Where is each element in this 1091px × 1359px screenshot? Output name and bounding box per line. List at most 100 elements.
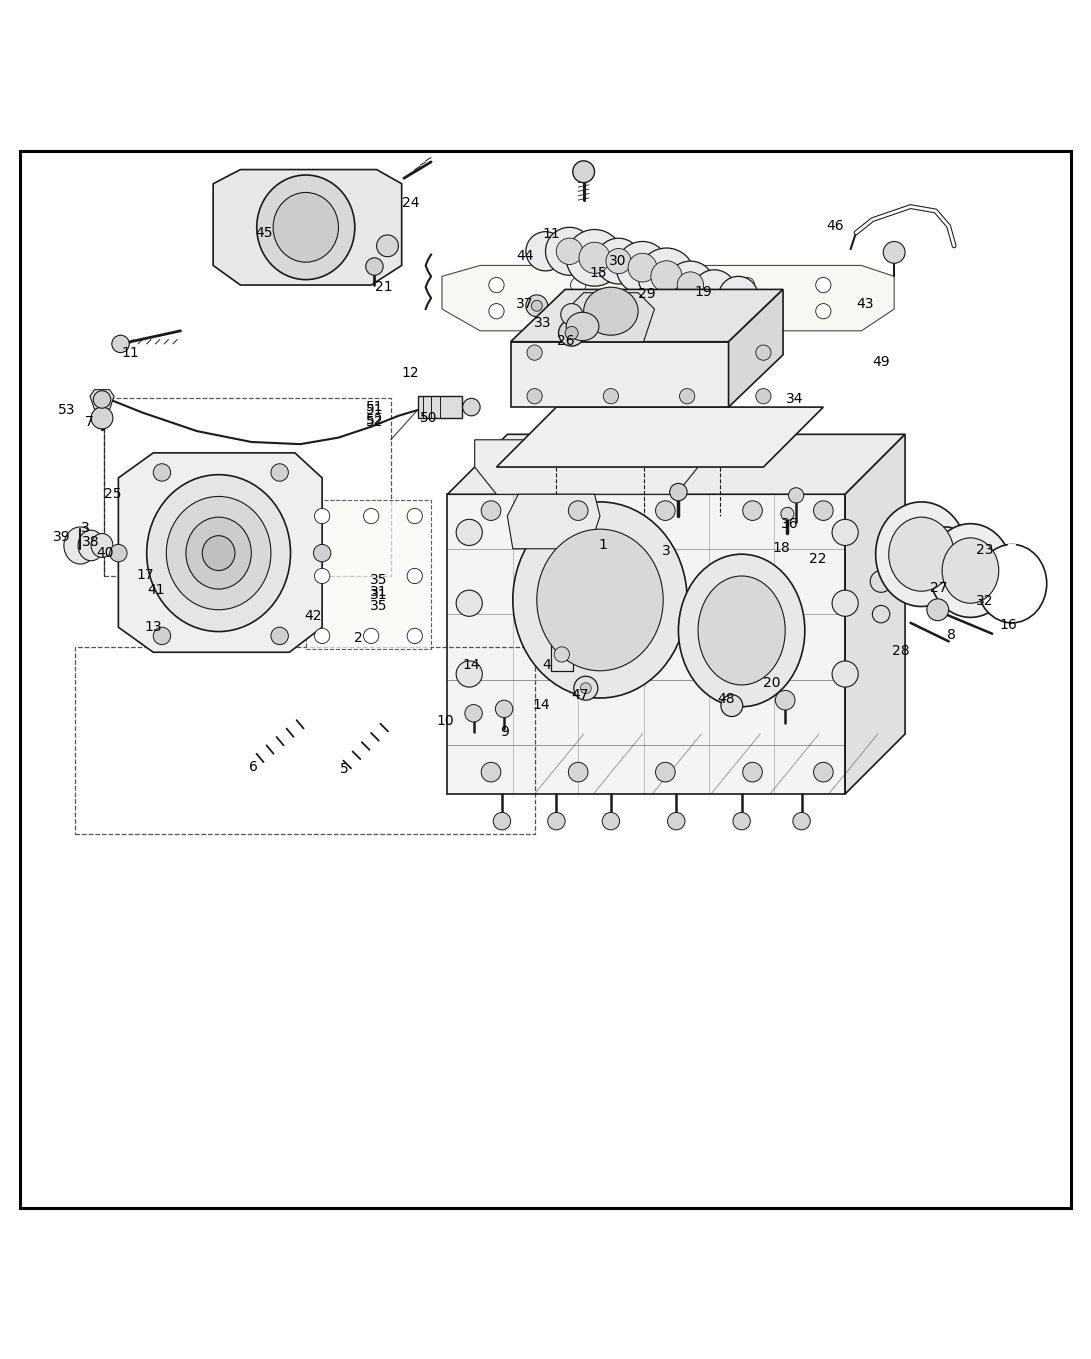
Circle shape	[628, 253, 657, 283]
Polygon shape	[846, 435, 906, 794]
Text: 26: 26	[558, 333, 575, 348]
Text: 44: 44	[516, 249, 533, 262]
Circle shape	[456, 660, 482, 688]
Text: 31: 31	[370, 587, 387, 602]
Ellipse shape	[79, 530, 105, 561]
Ellipse shape	[166, 496, 271, 610]
Text: 33: 33	[533, 317, 551, 330]
Circle shape	[489, 277, 504, 292]
Text: 45: 45	[255, 226, 273, 239]
Text: 1: 1	[599, 538, 608, 553]
Circle shape	[493, 813, 511, 830]
Text: 9: 9	[500, 724, 508, 739]
Circle shape	[832, 660, 859, 688]
Polygon shape	[729, 289, 783, 408]
Text: 22: 22	[810, 552, 827, 565]
Bar	[551, 639, 573, 671]
Text: 52: 52	[365, 416, 383, 429]
Text: 39: 39	[52, 530, 71, 544]
Circle shape	[680, 389, 695, 404]
Text: 42: 42	[304, 609, 322, 624]
Circle shape	[574, 677, 598, 700]
Ellipse shape	[537, 529, 663, 671]
Text: 51: 51	[365, 404, 383, 417]
Ellipse shape	[973, 553, 1011, 601]
Text: 31: 31	[370, 586, 387, 599]
Text: 41: 41	[147, 583, 166, 597]
Circle shape	[92, 408, 113, 429]
Ellipse shape	[202, 535, 235, 571]
Text: 20: 20	[764, 675, 781, 690]
Circle shape	[531, 300, 542, 311]
Ellipse shape	[146, 474, 290, 632]
Circle shape	[271, 628, 288, 644]
Circle shape	[743, 762, 763, 781]
Circle shape	[110, 545, 127, 561]
Ellipse shape	[679, 554, 805, 707]
Circle shape	[407, 568, 422, 583]
Text: 10: 10	[436, 713, 454, 728]
Ellipse shape	[185, 518, 251, 588]
Ellipse shape	[976, 545, 1046, 622]
Circle shape	[456, 519, 482, 545]
Text: 24: 24	[401, 196, 419, 211]
Text: 38: 38	[82, 535, 100, 549]
Circle shape	[568, 501, 588, 520]
Circle shape	[463, 398, 480, 416]
Circle shape	[656, 501, 675, 520]
Circle shape	[465, 704, 482, 722]
Text: 14: 14	[532, 697, 550, 712]
Circle shape	[548, 813, 565, 830]
Circle shape	[571, 303, 586, 319]
Circle shape	[719, 276, 758, 315]
Text: 3: 3	[662, 544, 671, 559]
Text: 18: 18	[772, 541, 790, 554]
Circle shape	[565, 326, 578, 340]
Text: 43: 43	[856, 296, 874, 311]
Circle shape	[94, 391, 111, 408]
Circle shape	[814, 762, 834, 781]
Circle shape	[314, 628, 329, 644]
Ellipse shape	[930, 523, 1011, 617]
Circle shape	[363, 508, 379, 523]
Circle shape	[616, 242, 669, 294]
Circle shape	[740, 303, 755, 319]
Polygon shape	[567, 292, 655, 341]
Circle shape	[816, 303, 831, 319]
Circle shape	[667, 261, 715, 308]
Text: 47: 47	[572, 688, 589, 701]
Polygon shape	[511, 289, 783, 341]
Ellipse shape	[943, 538, 998, 603]
Text: 32: 32	[975, 594, 994, 607]
Circle shape	[314, 568, 329, 583]
Polygon shape	[447, 435, 906, 495]
Text: 4: 4	[542, 658, 551, 673]
Circle shape	[556, 238, 583, 265]
Circle shape	[580, 682, 591, 693]
Circle shape	[721, 694, 743, 716]
Polygon shape	[442, 265, 895, 330]
Circle shape	[927, 599, 949, 621]
Circle shape	[313, 545, 331, 561]
Ellipse shape	[889, 518, 955, 591]
Circle shape	[568, 762, 588, 781]
Circle shape	[546, 227, 594, 276]
Circle shape	[153, 628, 170, 644]
Circle shape	[789, 488, 804, 503]
Circle shape	[526, 231, 565, 270]
Circle shape	[832, 519, 859, 545]
Text: 12: 12	[401, 367, 419, 381]
Circle shape	[793, 813, 811, 830]
Text: 49: 49	[873, 356, 890, 370]
Text: 23: 23	[975, 542, 994, 557]
Polygon shape	[507, 495, 600, 549]
Text: 34: 34	[787, 393, 804, 406]
Circle shape	[153, 463, 170, 481]
Circle shape	[271, 463, 288, 481]
Circle shape	[740, 277, 755, 292]
Circle shape	[363, 628, 379, 644]
Text: 11: 11	[121, 345, 140, 360]
Ellipse shape	[92, 534, 113, 557]
Circle shape	[733, 813, 751, 830]
Text: 27: 27	[931, 582, 948, 595]
